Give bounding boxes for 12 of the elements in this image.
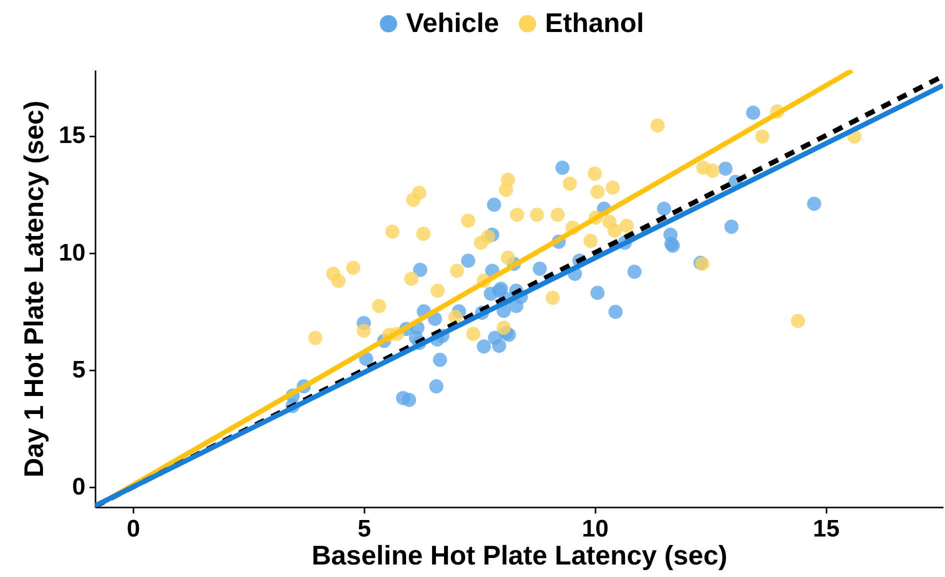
y-tick-label: 0 [72, 474, 86, 501]
legend-label: Ethanol [545, 8, 644, 38]
legend-label: Vehicle [406, 8, 500, 38]
x-tick-label: 0 [126, 516, 140, 542]
x-tick-label: 15 [812, 516, 840, 542]
x-axis-title: Baseline Hot Plate Latency (sec) [312, 540, 728, 570]
y-tick-label: 5 [72, 356, 86, 384]
y-tick-label: 10 [58, 239, 86, 266]
x-tick-label: 5 [358, 516, 371, 542]
y-axis-title: Day 1 Hot Plate Latency (sec) [18, 100, 49, 478]
y-tick-label: 15 [58, 122, 86, 150]
x-tick-label: 10 [582, 516, 609, 542]
